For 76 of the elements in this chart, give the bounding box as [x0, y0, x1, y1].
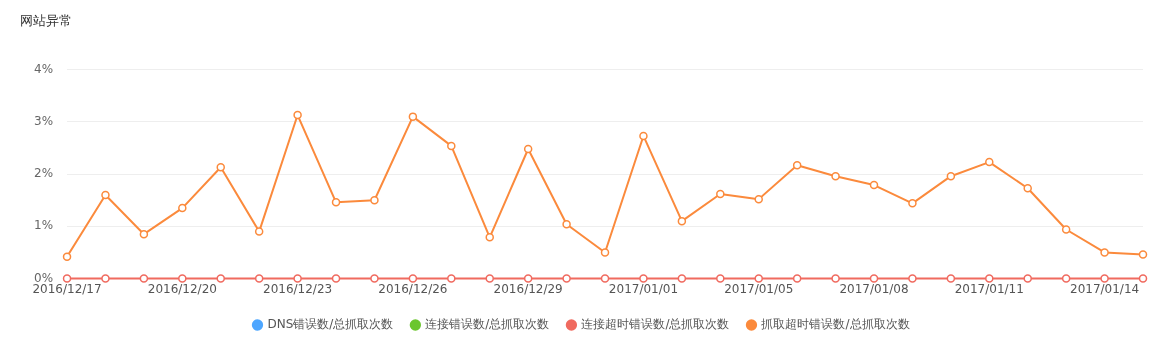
- point: [600, 274, 610, 283]
- point: [254, 227, 264, 236]
- point: [523, 144, 533, 154]
- x-tick-label: 2017/01/08: [839, 281, 909, 296]
- point: [178, 274, 187, 283]
- point: [908, 274, 917, 283]
- point: [254, 274, 264, 283]
- point: [523, 274, 533, 283]
- x-tick-label: 2016/12/23: [263, 281, 333, 296]
- point: [677, 274, 687, 283]
- x-tick-label: 2017/01/14: [1069, 281, 1140, 296]
- point: [447, 274, 456, 283]
- legend-label: 连接错误数/总抓取次数: [425, 317, 550, 332]
- point: [1100, 274, 1109, 283]
- x-tick-label: 2016/12/20: [147, 281, 217, 296]
- point: [139, 229, 149, 239]
- point: [1061, 274, 1071, 283]
- legend-label: 连接超时错误数/总抓取次数: [581, 317, 730, 332]
- point: [1023, 274, 1032, 283]
- point: [331, 198, 341, 207]
- point: [639, 274, 648, 283]
- point: [985, 157, 994, 167]
- x-tick-label: 2017/01/05: [724, 281, 794, 296]
- legend-label: 抓取超时错误数/总抓取次数: [761, 317, 910, 332]
- x-tick-label: 2016/12/26: [378, 281, 448, 296]
- point: [831, 171, 840, 181]
- point: [293, 274, 302, 283]
- point: [677, 216, 687, 226]
- x-tick-label: 2016/12/29: [493, 281, 563, 296]
- point: [216, 274, 225, 283]
- point: [331, 274, 341, 283]
- point: [370, 195, 379, 205]
- point: [754, 194, 763, 204]
- point: [1061, 225, 1071, 234]
- point: [562, 274, 571, 283]
- point: [370, 274, 379, 283]
- point: [869, 180, 879, 190]
- point: [754, 274, 763, 283]
- x-tick-label: 2017/01/11: [954, 281, 1024, 296]
- point: [178, 203, 187, 213]
- point: [716, 274, 725, 283]
- point: [792, 274, 802, 283]
- point: [485, 274, 494, 283]
- point: [408, 274, 418, 283]
- point: [62, 274, 72, 283]
- x-tick-label: 2017/01/01: [608, 281, 679, 296]
- point: [216, 163, 225, 172]
- y-tick-label: 3%: [33, 113, 54, 128]
- point: [139, 274, 149, 283]
- point: [716, 189, 725, 199]
- legend-label: DNS错误数/总抓取次数: [267, 317, 394, 332]
- point: [792, 160, 802, 170]
- y-tick-label: 2%: [33, 166, 54, 181]
- point: [1023, 183, 1032, 193]
- point: [562, 220, 571, 229]
- point: [831, 274, 840, 283]
- point: [908, 199, 917, 208]
- point: [946, 274, 956, 283]
- point: [447, 141, 456, 151]
- point: [1138, 250, 1148, 259]
- point: [101, 190, 110, 200]
- point: [408, 112, 418, 121]
- chart-title: 网站异常: [20, 13, 72, 29]
- y-tick-label: 4%: [33, 61, 54, 76]
- point: [869, 274, 879, 283]
- point: [600, 248, 610, 257]
- y-tick-label: 1%: [33, 218, 54, 233]
- point: [946, 171, 956, 181]
- point: [1100, 248, 1109, 257]
- point: [293, 110, 302, 120]
- point: [62, 252, 72, 261]
- point: [485, 233, 494, 242]
- point: [1138, 274, 1148, 283]
- point: [101, 274, 110, 283]
- point: [639, 131, 648, 141]
- point: [985, 274, 994, 283]
